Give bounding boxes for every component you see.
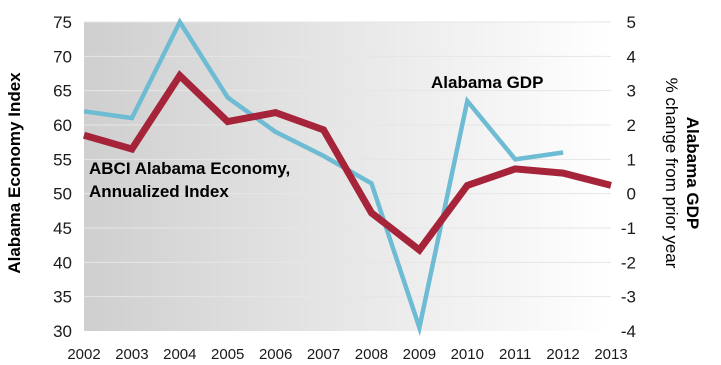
right-tick-label: 4 [627, 47, 636, 66]
index-series-line [83, 70, 612, 255]
right-tick-label: 5 [627, 13, 636, 32]
left-axis-ticks: 30 35 40 45 50 55 60 65 70 75 [53, 13, 72, 341]
gridlines [84, 21, 611, 298]
x-axis-ticks: 2002 2003 2004 2005 2006 2007 2008 2009 2010 2011… [67, 346, 627, 363]
right-tick-label: -4 [621, 322, 636, 341]
left-tick-label: 60 [53, 116, 72, 135]
x-tick-label: 2011 [499, 346, 531, 363]
left-axis-title: Alabama Economy Index [5, 72, 24, 274]
right-axis-ticks: -4 -3 -2 -1 0 1 2 3 4 5 [621, 13, 636, 341]
right-tick-label: -2 [621, 253, 636, 272]
series-lines [83, 17, 612, 337]
right-tick-label: 0 [627, 185, 636, 204]
left-tick-label: 75 [53, 13, 72, 32]
right-axis-title: % change from prior year [662, 78, 681, 269]
index-series-label-line-1: ABCI Alabama Economy, [89, 159, 290, 178]
right-tick-label: 3 [627, 82, 636, 101]
left-tick-label: 40 [53, 253, 72, 272]
x-tick-label: 2004 [163, 346, 196, 363]
index-series-label-line-2: Annualized Index [89, 182, 229, 201]
x-tick-label: 2009 [403, 346, 436, 363]
right-tick-label: 1 [627, 150, 636, 169]
left-tick-label: 50 [53, 185, 72, 204]
x-tick-label: 2013 [594, 346, 627, 363]
x-tick-label: 2005 [211, 346, 244, 363]
x-tick-label: 2007 [307, 346, 340, 363]
x-tick-label: 2006 [259, 346, 292, 363]
x-tick-label: 2003 [115, 346, 148, 363]
x-tick-label: 2008 [355, 346, 388, 363]
x-tick-label: 2012 [546, 346, 579, 363]
left-tick-label: 35 [53, 288, 72, 307]
left-tick-label: 70 [53, 47, 72, 66]
right-axis-title-bold: Alabama GDP [683, 117, 702, 229]
x-tick-label: 2010 [451, 346, 484, 363]
left-tick-label: 55 [53, 150, 72, 169]
right-tick-label: -3 [621, 288, 636, 307]
left-tick-label: 45 [53, 219, 72, 238]
right-tick-label: -1 [621, 219, 636, 238]
gdp-series-label: Alabama GDP [431, 73, 543, 92]
left-tick-label: 65 [53, 82, 72, 101]
left-tick-label: 30 [53, 322, 72, 341]
x-tick-label: 2002 [67, 346, 100, 363]
series-labels: ABCI Alabama Economy, Annualized Index Ala… [89, 73, 543, 201]
gdp-series-line [83, 17, 564, 337]
right-tick-label: 2 [627, 116, 636, 135]
